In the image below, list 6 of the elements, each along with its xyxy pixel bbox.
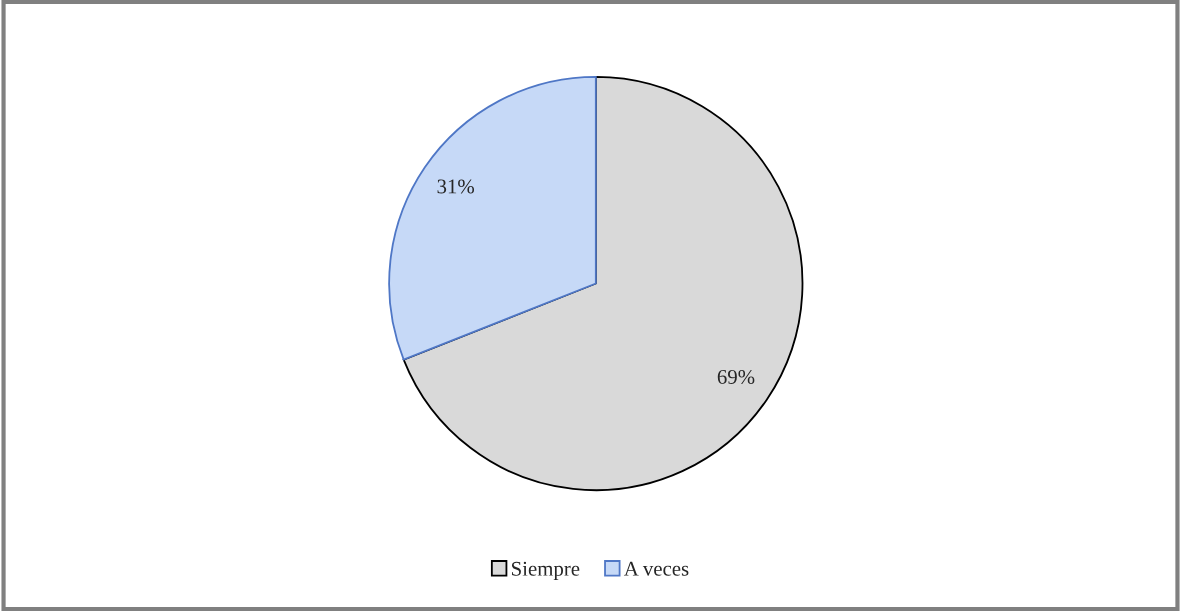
legend-label: Siempre (511, 561, 580, 581)
data-label: 31% (437, 179, 475, 194)
pie-slice (388, 75, 597, 361)
legend-label: A veces (623, 561, 689, 576)
data-label: 69% (717, 369, 755, 385)
pie-slice (402, 75, 804, 492)
